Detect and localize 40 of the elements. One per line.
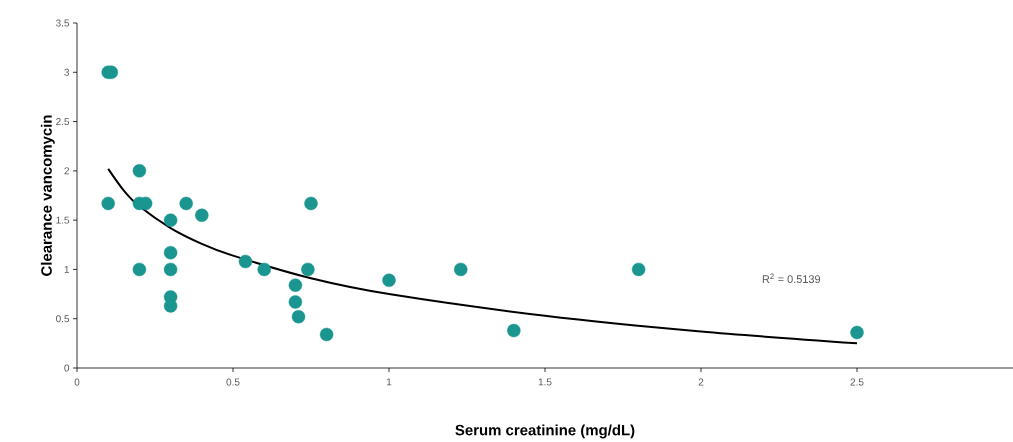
- y-tick-label: 3.5: [56, 19, 70, 27]
- y-tick-label: 0: [64, 364, 70, 372]
- x-tick-label: 2: [698, 378, 704, 386]
- y-tick-label: 1.5: [56, 216, 70, 224]
- x-tick-label: 1.5: [538, 378, 552, 386]
- y-tick-label: 3: [64, 68, 70, 76]
- point: [288, 278, 303, 292]
- point: [291, 310, 306, 324]
- annotation: R$^{2}$ = 0.5139: [762, 273, 821, 284]
- point: [631, 262, 646, 277]
- line-series: [107, 167, 859, 345]
- point: [257, 262, 271, 277]
- point: [101, 196, 115, 211]
- point: [163, 262, 178, 277]
- point: [301, 262, 315, 277]
- point: [195, 208, 209, 222]
- point: [179, 196, 193, 211]
- point: [163, 213, 178, 227]
- y-axis-title: Clearance vancomycin: [40, 115, 55, 276]
- x-tick-label: 0: [74, 378, 80, 386]
- point: [132, 262, 147, 277]
- y-tick-label: 1: [64, 266, 69, 273]
- point: [238, 254, 253, 269]
- point: [507, 323, 521, 338]
- point: [304, 196, 318, 211]
- point: [163, 299, 178, 313]
- y-tick-label: 2.5: [56, 118, 70, 126]
- x-tick-label: 1: [387, 378, 392, 386]
- point: [163, 245, 178, 260]
- point: [850, 325, 864, 340]
- y-tick-label: 2: [64, 167, 69, 175]
- y-tick-label: 0.5: [56, 315, 70, 323]
- point: [454, 262, 468, 277]
- x-axis-title: Serum creatinine (mg/dL): [455, 424, 635, 439]
- point: [319, 327, 334, 342]
- x-tick-label: 0.5: [226, 378, 240, 386]
- point: [288, 295, 303, 309]
- point: [132, 164, 147, 178]
- x-tick-label: 2.5: [850, 378, 864, 386]
- point: [382, 273, 396, 287]
